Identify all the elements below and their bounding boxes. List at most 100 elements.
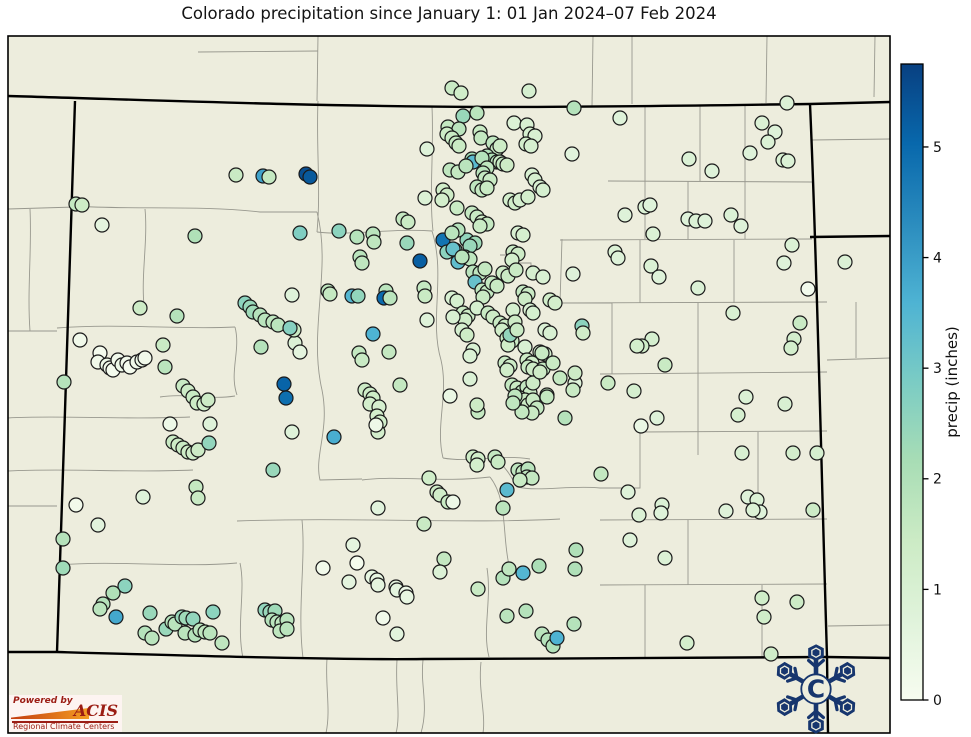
acis-swoosh-icon [11,708,89,719]
station-point [417,288,433,304]
station-point [643,258,659,274]
station-point [756,609,772,625]
station-point [780,153,796,169]
station-point [535,269,551,285]
station-point [453,85,469,101]
station-point [202,625,218,641]
station-point [144,630,160,646]
station-point [499,482,515,498]
station-point [760,134,776,150]
station-point [169,308,185,324]
station-point [190,442,206,458]
station-point [547,295,563,311]
station-point [657,357,673,373]
station-point [501,561,517,577]
station-point [733,218,749,234]
station-point [495,500,511,516]
colorbar-tick-label: 1 [933,582,942,598]
station-point [612,110,628,126]
station-point [105,585,121,601]
station-point [545,355,561,371]
station-point [800,281,816,297]
station-point [518,603,534,619]
station-point [593,466,609,482]
station-point [200,392,216,408]
station-point [626,383,642,399]
station-point [436,551,452,567]
station-point [202,416,218,432]
station-point [400,214,416,230]
station-point [783,340,799,356]
station-point [276,376,292,392]
acis-divider [12,721,118,723]
station-point [72,332,88,348]
colorbar-tick-label: 5 [933,140,942,156]
station-point [187,228,203,244]
station-point [789,594,805,610]
station-point [55,560,71,576]
station-point [539,389,555,405]
station-point [137,350,153,366]
station-point [462,371,478,387]
station-point [489,278,505,294]
station-point [253,339,269,355]
station-point [512,472,528,488]
station-point [631,507,647,523]
station-point [322,286,338,302]
station-point [421,470,437,486]
station-point [523,138,539,154]
station-point [657,550,673,566]
station-point [282,320,298,336]
station-point [542,325,558,341]
station-point [55,531,71,547]
station-point [462,348,478,364]
station-point [470,581,486,597]
station-point [514,404,530,420]
station-point [370,500,386,516]
station-point [368,417,384,433]
station-point [135,489,151,505]
station-point [622,532,638,548]
station-point [445,309,461,325]
station-point [451,138,467,154]
station-point [567,561,583,577]
snowflake-c-monogram: C [807,674,825,703]
station-point [754,590,770,606]
station-point [499,157,515,173]
station-point [365,326,381,342]
acis-logo: Powered by ACIS Regional Climate Centers [9,695,122,732]
station-point [412,253,428,269]
station-point [419,141,435,157]
station-point [763,646,779,662]
acis-powered-by-text: Powered by [13,696,73,706]
station-point [610,250,626,266]
station-point [521,83,537,99]
station-point [284,287,300,303]
station-point [704,163,720,179]
station-point [505,395,521,411]
station-point [645,226,661,242]
state-borders [7,94,891,734]
station-point [469,457,485,473]
station-point [349,229,365,245]
station-point [442,388,458,404]
station-point [499,608,515,624]
station-point [649,410,665,426]
station-point [265,462,281,478]
colorbar-tick-label: 4 [933,250,942,266]
station-point [331,223,347,239]
station-point [506,115,522,131]
station-point [564,146,580,162]
station-point [201,435,217,451]
station-point [620,484,636,500]
station-point [366,234,382,250]
station-point [633,418,649,434]
station-point [56,374,72,390]
station-point [416,516,432,532]
station-point [469,397,485,413]
county-boundaries [7,35,891,734]
station-point [228,167,244,183]
station-point [534,345,550,361]
station-point [142,605,158,621]
station-point [399,235,415,251]
